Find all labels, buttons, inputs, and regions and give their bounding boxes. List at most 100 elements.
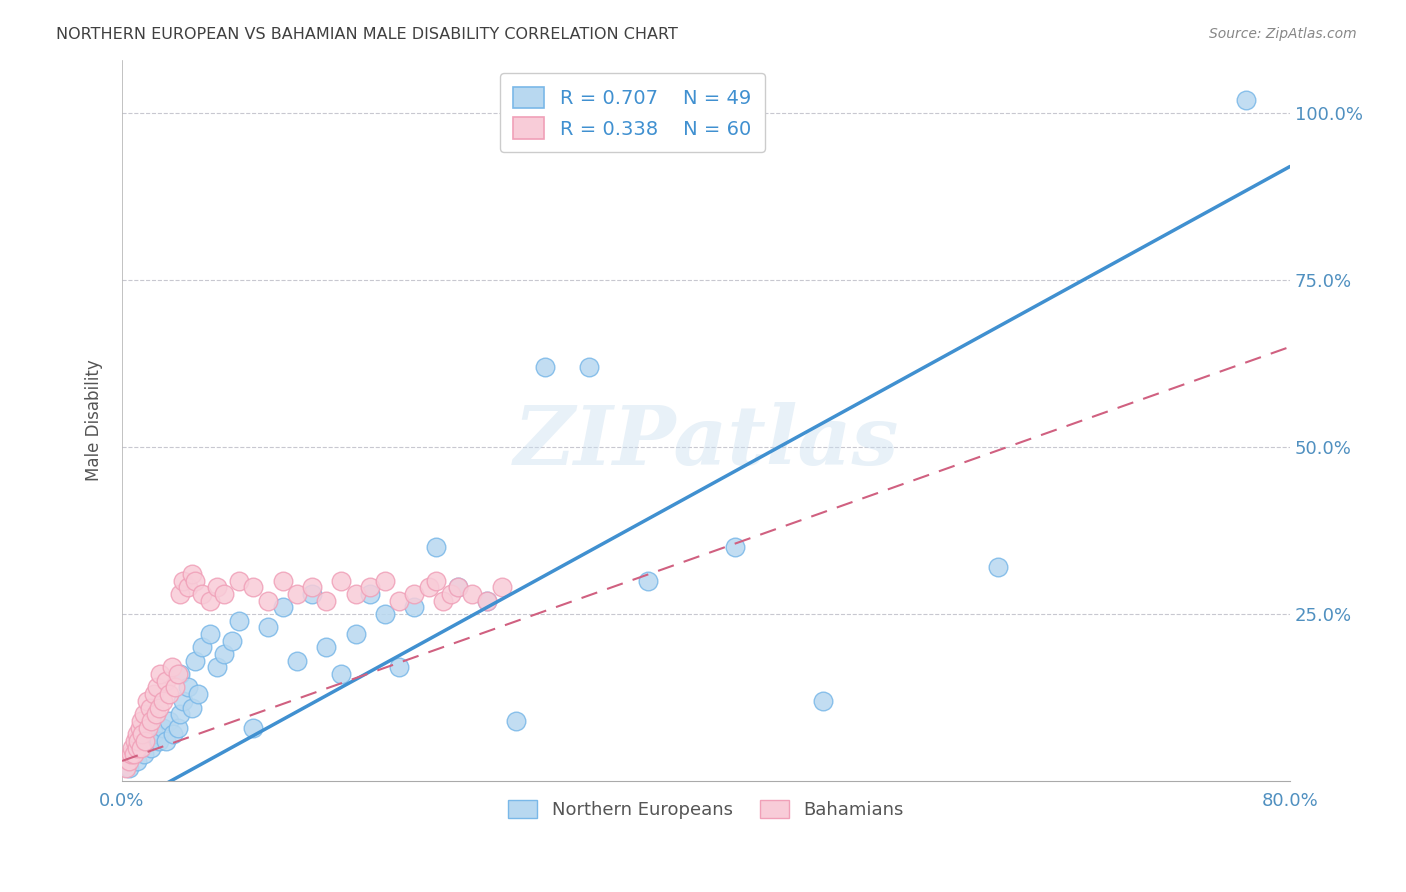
- Point: [152, 694, 174, 708]
- Legend: Northern Europeans, Bahamians: Northern Europeans, Bahamians: [502, 792, 911, 826]
- Point: [128, 721, 150, 735]
- Point: [330, 667, 353, 681]
- Point: [127, 734, 149, 748]
- Point: [724, 540, 747, 554]
- Point: [169, 707, 191, 722]
- Point: [148, 734, 170, 748]
- Point: [181, 566, 204, 581]
- Point: [301, 580, 323, 594]
- Point: [172, 694, 194, 708]
- Point: [205, 660, 228, 674]
- Point: [181, 700, 204, 714]
- Point: [315, 593, 337, 607]
- Point: [152, 721, 174, 735]
- Point: [198, 593, 221, 607]
- Point: [155, 673, 177, 688]
- Point: [129, 740, 152, 755]
- Point: [271, 600, 294, 615]
- Point: [257, 620, 280, 634]
- Point: [439, 587, 461, 601]
- Point: [145, 707, 167, 722]
- Point: [402, 587, 425, 601]
- Point: [461, 587, 484, 601]
- Point: [344, 587, 367, 601]
- Point: [578, 359, 600, 374]
- Point: [475, 593, 498, 607]
- Point: [330, 574, 353, 588]
- Point: [301, 587, 323, 601]
- Y-axis label: Male Disability: Male Disability: [86, 359, 103, 481]
- Point: [131, 727, 153, 741]
- Point: [315, 640, 337, 655]
- Point: [344, 627, 367, 641]
- Point: [120, 747, 142, 762]
- Point: [191, 640, 214, 655]
- Point: [191, 587, 214, 601]
- Point: [162, 727, 184, 741]
- Point: [425, 540, 447, 554]
- Point: [447, 580, 470, 594]
- Point: [205, 580, 228, 594]
- Point: [135, 694, 157, 708]
- Point: [163, 681, 186, 695]
- Point: [160, 660, 183, 674]
- Point: [149, 667, 172, 681]
- Point: [136, 734, 159, 748]
- Point: [374, 574, 396, 588]
- Point: [124, 734, 146, 748]
- Point: [177, 681, 200, 695]
- Point: [157, 687, 180, 701]
- Point: [143, 727, 166, 741]
- Point: [169, 667, 191, 681]
- Point: [491, 580, 513, 594]
- Point: [285, 654, 308, 668]
- Point: [402, 600, 425, 615]
- Point: [139, 700, 162, 714]
- Point: [212, 647, 235, 661]
- Point: [177, 580, 200, 594]
- Point: [359, 580, 381, 594]
- Point: [143, 687, 166, 701]
- Point: [271, 574, 294, 588]
- Point: [811, 694, 834, 708]
- Point: [148, 700, 170, 714]
- Point: [136, 721, 159, 735]
- Point: [432, 593, 454, 607]
- Point: [637, 574, 659, 588]
- Point: [285, 587, 308, 601]
- Point: [184, 574, 207, 588]
- Point: [125, 740, 148, 755]
- Point: [129, 714, 152, 728]
- Point: [141, 714, 163, 728]
- Point: [157, 714, 180, 728]
- Point: [505, 714, 527, 728]
- Point: [242, 721, 264, 735]
- Point: [388, 660, 411, 674]
- Point: [169, 587, 191, 601]
- Point: [115, 761, 138, 775]
- Point: [198, 627, 221, 641]
- Point: [359, 587, 381, 601]
- Point: [228, 614, 250, 628]
- Text: ZIPatlas: ZIPatlas: [513, 402, 898, 482]
- Point: [987, 560, 1010, 574]
- Point: [132, 747, 155, 762]
- Text: Source: ZipAtlas.com: Source: ZipAtlas.com: [1209, 27, 1357, 41]
- Point: [184, 654, 207, 668]
- Point: [141, 740, 163, 755]
- Point: [166, 667, 188, 681]
- Point: [172, 574, 194, 588]
- Point: [125, 727, 148, 741]
- Point: [257, 593, 280, 607]
- Point: [125, 754, 148, 768]
- Point: [475, 593, 498, 607]
- Point: [1234, 93, 1257, 107]
- Point: [374, 607, 396, 621]
- Point: [212, 587, 235, 601]
- Point: [425, 574, 447, 588]
- Point: [118, 761, 141, 775]
- Text: NORTHERN EUROPEAN VS BAHAMIAN MALE DISABILITY CORRELATION CHART: NORTHERN EUROPEAN VS BAHAMIAN MALE DISAB…: [56, 27, 678, 42]
- Point: [121, 740, 143, 755]
- Point: [118, 754, 141, 768]
- Point: [146, 681, 169, 695]
